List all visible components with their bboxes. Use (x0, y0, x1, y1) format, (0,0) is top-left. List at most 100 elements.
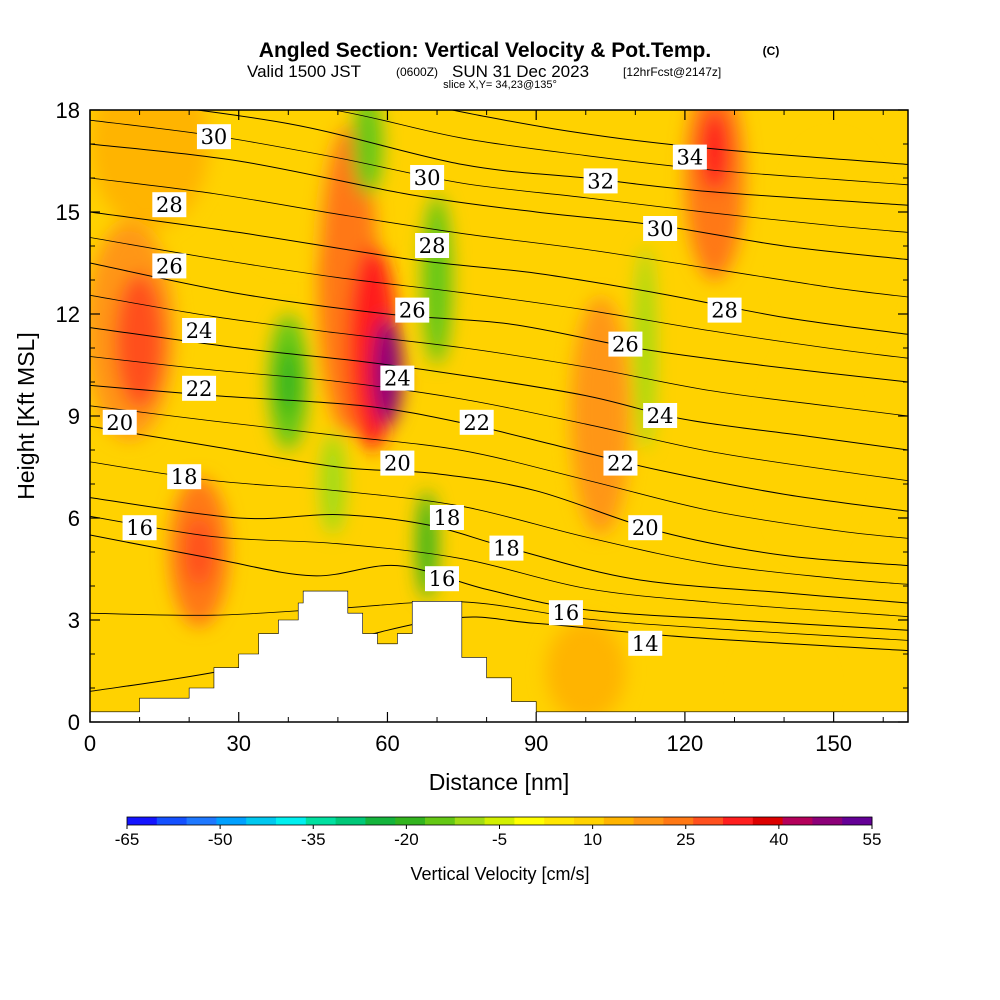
velocity-region (320, 433, 346, 535)
isentrope-26 (90, 262, 908, 383)
velocity-region (278, 348, 299, 416)
slice-label: slice X,Y= 34,23@135° (443, 79, 557, 91)
svg-text:34: 34 (676, 146, 703, 170)
colorbar-swatch (484, 817, 515, 825)
x-tick-label: 0 (84, 731, 96, 756)
isentrope-16 (90, 534, 908, 631)
contour-label: 18 (167, 464, 202, 490)
colorbar-swatch (305, 817, 337, 825)
contour-labels: 14 16 18 20 22 24 26 28 30 32 34 30 28 26 24 22 20 18 16 30… (102, 124, 742, 656)
velocity-region (238, 110, 338, 263)
isentrope-minor (90, 601, 908, 641)
isentrope-minor (90, 356, 908, 481)
y-tick-label: 6 (68, 506, 80, 531)
colorbar-swatch (335, 817, 366, 825)
colorbar-tick-label: -35 (301, 830, 326, 849)
chart-subtitle: Valid 1500 JST (0600Z) SUN 31 Dec 2023 [… (247, 62, 721, 81)
subtitle-valid-time: Valid 1500 JST (247, 62, 361, 81)
svg-text:20: 20 (632, 516, 659, 540)
isentrope-30 (90, 143, 908, 261)
svg-text:18: 18 (434, 506, 461, 530)
colorbar-swatch (216, 817, 247, 825)
isentrope-24 (90, 327, 908, 451)
svg-text:22: 22 (463, 411, 490, 435)
isentrope-minor (90, 515, 908, 617)
contour-label: 30 (643, 216, 678, 241)
svg-text:18: 18 (171, 465, 198, 489)
svg-text:24: 24 (384, 367, 411, 391)
svg-text:20: 20 (106, 411, 133, 435)
chart-title-suffix: (C) (763, 44, 780, 58)
svg-text:18: 18 (493, 537, 520, 561)
contour-label: 28 (707, 297, 742, 323)
terrain (90, 590, 908, 722)
isentrope-minor (90, 461, 908, 585)
y-tick-label: 15 (56, 200, 80, 225)
axes: 0 30 60 90 120 150 0 3 6 9 12 15 18 (56, 98, 908, 756)
potential-temperature-contours (90, 110, 908, 692)
colorbar-tick-label: -50 (208, 830, 233, 849)
colorbar-tick-label: -20 (394, 830, 419, 849)
subtitle-date: SUN 31 Dec 2023 (452, 62, 589, 81)
svg-text:30: 30 (647, 217, 674, 241)
colorbar-swatch (156, 817, 188, 825)
contour-label: 28 (415, 233, 450, 258)
svg-text:28: 28 (156, 193, 183, 217)
velocity-region (784, 144, 884, 348)
svg-text:22: 22 (607, 452, 634, 476)
colorbar-swatch (842, 817, 873, 825)
x-tick-label: 90 (524, 731, 548, 756)
colorbar-swatch (425, 817, 456, 825)
contour-label: 26 (395, 297, 430, 323)
svg-text:22: 22 (186, 377, 213, 401)
isentrope-minor (90, 405, 908, 539)
svg-text:28: 28 (419, 234, 446, 258)
colorbar-swatch (752, 817, 784, 825)
contour-label: 22 (182, 375, 217, 401)
contour-label: 28 (152, 192, 187, 218)
subtitle-utc-time: (0600Z) (396, 65, 438, 79)
contour-label: 22 (603, 450, 638, 476)
velocity-region (352, 110, 383, 195)
x-tick-label: 120 (667, 731, 704, 756)
colorbar-swatch (693, 817, 724, 825)
contour-label: 32 (583, 168, 618, 194)
colorbar: -65 -50 -35 -20 -5 10 25 40 55 (115, 816, 882, 849)
isentrope-18 (90, 497, 908, 604)
colorbar-tick-label: 55 (863, 830, 882, 849)
contour-label: 20 (380, 450, 415, 476)
colorbar-tick-label: -5 (492, 830, 507, 849)
isentrope-32 (194, 110, 908, 206)
colorbar-swatch (514, 817, 545, 825)
colorbar-swatch (246, 817, 277, 825)
colorbar-tick-label: -65 (115, 830, 140, 849)
isentrope-20 (90, 425, 908, 567)
x-tick-label: 150 (815, 731, 852, 756)
terrain-mask (90, 590, 908, 722)
colorbar-swatch (663, 817, 694, 825)
plot-area: 14 16 18 20 22 24 26 28 30 32 34 30 28 26 24 22 20 18 16 30… (90, 110, 908, 722)
isentrope-34 (449, 110, 908, 165)
contour-label: 30 (196, 124, 231, 150)
isentrope-28 (90, 211, 908, 335)
x-axis-label: Distance [nm] (429, 769, 570, 795)
contour-label: 26 (152, 253, 187, 279)
colorbar-tick-label: 40 (769, 830, 788, 849)
svg-text:32: 32 (587, 169, 614, 193)
contour-label: 16 (424, 566, 459, 592)
colorbar-swatch (633, 817, 664, 825)
contour-label: 16 (548, 600, 583, 626)
svg-text:16: 16 (553, 601, 580, 625)
y-tick-label: 9 (68, 404, 80, 429)
y-tick-label: 18 (56, 98, 80, 123)
colorbar-swatch (782, 817, 813, 825)
contour-label: 24 (182, 318, 217, 343)
colorbar-label: Vertical Velocity [cm/s] (410, 864, 589, 884)
contour-label: 18 (429, 505, 464, 530)
svg-text:26: 26 (156, 254, 183, 278)
velocity-region (635, 246, 656, 450)
colorbar-swatch (574, 817, 605, 825)
velocity-region (422, 195, 452, 365)
contour-label: 20 (102, 409, 137, 435)
